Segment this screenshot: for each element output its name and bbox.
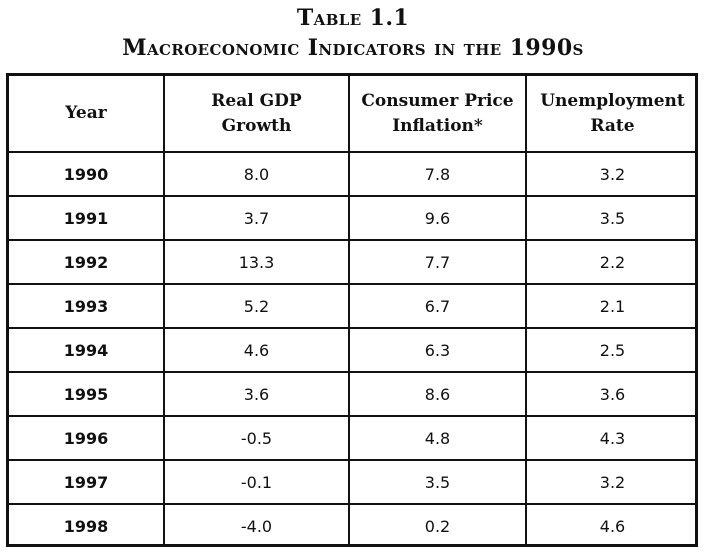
gdp-growth-cell: 13.3 xyxy=(163,239,350,285)
table-number: Table 1.1 xyxy=(296,5,410,31)
cpi-inflation-cell: 6.7 xyxy=(348,283,527,329)
unemployment-cell: 3.2 xyxy=(525,459,695,505)
table-row: 1994 4.6 6.3 2.5 xyxy=(9,327,695,373)
cpi-inflation-cell: 7.7 xyxy=(348,239,527,285)
unemployment-cell: 3.6 xyxy=(525,371,695,417)
header-cpi-line-1: Consumer Price xyxy=(361,90,514,111)
unemployment-cell: 2.1 xyxy=(525,283,695,329)
table-caption: Table 1.1 Macroeconomic Indicators in th… xyxy=(0,0,706,64)
cpi-inflation-cell: 9.6 xyxy=(348,195,527,241)
header-year: Year xyxy=(9,76,165,153)
table-row: 1990 8.0 7.8 3.2 xyxy=(9,151,695,197)
year-cell: 1997 xyxy=(9,459,165,505)
year-cell: 1994 xyxy=(9,327,165,373)
table-row: 1997 -0.1 3.5 3.2 xyxy=(9,459,695,505)
table-row: 1991 3.7 9.6 3.5 xyxy=(9,195,695,241)
table-row: 1996 -0.5 4.8 4.3 xyxy=(9,415,695,461)
gdp-growth-cell: 3.6 xyxy=(163,371,350,417)
unemployment-cell: 2.2 xyxy=(525,239,695,285)
cpi-inflation-cell: 7.8 xyxy=(348,151,527,197)
table-row: 1993 5.2 6.7 2.1 xyxy=(9,283,695,329)
header-consumer-price-inflation: Consumer Price Inflation* xyxy=(348,76,527,153)
gdp-growth-cell: 5.2 xyxy=(163,283,350,329)
gdp-growth-cell: 4.6 xyxy=(163,327,350,373)
macroeconomic-indicators-table: Year Real GDP Growth Consumer Price Infl… xyxy=(9,76,695,544)
table-row: 1995 3.6 8.6 3.6 xyxy=(9,371,695,417)
unemployment-cell: 4.3 xyxy=(525,415,695,461)
cpi-inflation-cell: 0.2 xyxy=(348,503,527,544)
table-row: 1998 -4.0 0.2 4.6 xyxy=(9,503,695,544)
header-cpi-line-2: Inflation* xyxy=(392,115,483,136)
cpi-inflation-cell: 8.6 xyxy=(348,371,527,417)
header-row: Year Real GDP Growth Consumer Price Infl… xyxy=(9,76,695,153)
gdp-growth-cell: -0.1 xyxy=(163,459,350,505)
gdp-growth-cell: -0.5 xyxy=(163,415,350,461)
unemployment-cell: 3.2 xyxy=(525,151,695,197)
header-real-gdp-line-2: Growth xyxy=(221,115,292,136)
cpi-inflation-cell: 3.5 xyxy=(348,459,527,505)
header-unemployment-line-2: Rate xyxy=(590,115,635,136)
gdp-growth-cell: 3.7 xyxy=(163,195,350,241)
unemployment-cell: 4.6 xyxy=(525,503,695,544)
header-unemployment-rate: Unemployment Rate xyxy=(525,76,695,153)
table-frame: Year Real GDP Growth Consumer Price Infl… xyxy=(6,73,698,547)
header-year-line: Year xyxy=(65,103,107,123)
year-cell: 1990 xyxy=(9,151,165,197)
gdp-growth-cell: 8.0 xyxy=(163,151,350,197)
year-cell: 1993 xyxy=(9,283,165,329)
header-real-gdp-line-1: Real GDP xyxy=(211,90,302,111)
year-cell: 1992 xyxy=(9,239,165,285)
table-row: 1992 13.3 7.7 2.2 xyxy=(9,239,695,285)
table-title: Macroeconomic Indicators in the 1990s xyxy=(122,35,584,61)
year-cell: 1998 xyxy=(9,503,165,544)
unemployment-cell: 3.5 xyxy=(525,195,695,241)
year-cell: 1996 xyxy=(9,415,165,461)
year-cell: 1995 xyxy=(9,371,165,417)
cpi-inflation-cell: 6.3 xyxy=(348,327,527,373)
year-cell: 1991 xyxy=(9,195,165,241)
unemployment-cell: 2.5 xyxy=(525,327,695,373)
gdp-growth-cell: -4.0 xyxy=(163,503,350,544)
header-real-gdp-growth: Real GDP Growth xyxy=(163,76,350,153)
header-unemployment-line-1: Unemployment xyxy=(540,90,685,111)
cpi-inflation-cell: 4.8 xyxy=(348,415,527,461)
